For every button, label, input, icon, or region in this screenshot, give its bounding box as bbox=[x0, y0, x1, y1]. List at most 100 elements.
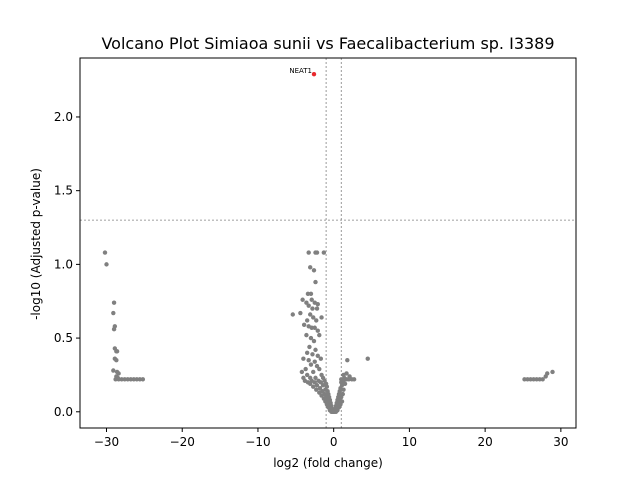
data-point bbox=[365, 356, 370, 361]
data-point bbox=[315, 353, 320, 358]
data-point bbox=[140, 377, 146, 382]
data-point bbox=[128, 377, 133, 382]
data-point bbox=[314, 318, 319, 323]
data-point bbox=[301, 356, 306, 361]
data-point bbox=[340, 391, 345, 397]
data-point bbox=[114, 349, 120, 354]
data-point bbox=[104, 262, 109, 267]
x-tick-label: 0 bbox=[330, 435, 338, 449]
data-point bbox=[314, 306, 320, 311]
data-point bbox=[300, 297, 305, 302]
data-point bbox=[308, 265, 313, 270]
data-point bbox=[308, 335, 314, 341]
data-point bbox=[311, 268, 317, 273]
data-point bbox=[137, 377, 143, 382]
data-point bbox=[125, 377, 130, 382]
y-tick-label: 2.0 bbox=[54, 110, 73, 124]
data-point bbox=[305, 291, 311, 297]
data-point bbox=[311, 338, 317, 344]
data-point bbox=[308, 291, 314, 297]
data-point bbox=[315, 301, 320, 307]
data-point bbox=[304, 372, 310, 378]
data-point bbox=[317, 366, 322, 372]
data-point bbox=[525, 377, 530, 382]
data-point bbox=[122, 377, 127, 382]
data-point bbox=[522, 377, 527, 382]
data-point bbox=[111, 310, 116, 316]
y-tick-label: 1.0 bbox=[54, 257, 73, 271]
y-axis-label: -log10 (Adjusted p-value) bbox=[29, 168, 43, 320]
data-point bbox=[310, 352, 315, 357]
data-point bbox=[351, 377, 357, 382]
data-point bbox=[314, 383, 320, 388]
data-point bbox=[312, 325, 317, 330]
data-point bbox=[344, 371, 349, 376]
data-point bbox=[304, 350, 310, 356]
x-tick-label: −30 bbox=[94, 435, 119, 449]
x-tick-label: 30 bbox=[553, 435, 568, 449]
data-point bbox=[131, 377, 136, 382]
data-point bbox=[347, 374, 352, 379]
data-point bbox=[308, 381, 313, 386]
data-point bbox=[299, 369, 305, 375]
y-tick-label: 1.5 bbox=[54, 184, 73, 198]
data-point bbox=[307, 344, 312, 350]
data-point bbox=[309, 325, 314, 330]
data-point bbox=[314, 387, 319, 392]
data-point bbox=[304, 332, 309, 338]
data-point bbox=[315, 328, 320, 333]
data-point bbox=[119, 377, 124, 382]
data-point bbox=[528, 377, 533, 382]
data-point bbox=[306, 250, 311, 255]
data-point bbox=[114, 357, 119, 363]
data-point bbox=[312, 359, 317, 364]
data-point bbox=[308, 312, 313, 317]
data-point bbox=[134, 377, 139, 382]
y-tick-label: 0.0 bbox=[54, 405, 73, 419]
data-point bbox=[534, 377, 539, 382]
data-point bbox=[531, 377, 536, 382]
data-point bbox=[313, 375, 318, 381]
x-tick-label: 10 bbox=[402, 435, 417, 449]
x-tick-label: 20 bbox=[477, 435, 492, 449]
data-point bbox=[314, 250, 320, 255]
data-point bbox=[319, 315, 324, 320]
data-point bbox=[290, 312, 295, 317]
data-point bbox=[306, 303, 311, 308]
data-point bbox=[545, 371, 550, 376]
x-axis-label: log2 (fold change) bbox=[273, 456, 383, 470]
x-tick-label: −20 bbox=[170, 435, 195, 449]
data-point bbox=[313, 347, 318, 353]
data-point bbox=[540, 377, 545, 382]
data-point bbox=[311, 369, 316, 375]
data-point bbox=[311, 315, 316, 320]
data-point bbox=[537, 377, 542, 382]
data-point bbox=[111, 368, 116, 373]
data-point bbox=[308, 362, 314, 367]
data-point bbox=[304, 318, 310, 323]
chart-title: Volcano Plot Simiaoa sunii vs Faecalibac… bbox=[101, 34, 554, 53]
data-point bbox=[550, 369, 555, 375]
data-point bbox=[310, 306, 315, 311]
plot-area: −30 −20 −10 0 10 20 30 0.0 0.5 1.0 1.5 2.0 NEAT1 bbox=[54, 58, 576, 449]
plot-frame bbox=[79, 57, 577, 429]
y-tick-label: 0.5 bbox=[54, 331, 73, 345]
data-point bbox=[303, 366, 308, 372]
x-tick-label: −10 bbox=[245, 435, 270, 449]
data-point bbox=[301, 322, 307, 328]
point-label: NEAT1 bbox=[289, 67, 312, 75]
data-point bbox=[317, 332, 322, 338]
data-point bbox=[313, 279, 318, 285]
data-point bbox=[311, 384, 316, 389]
data-point bbox=[298, 310, 303, 316]
data-point bbox=[102, 250, 108, 255]
data-point bbox=[111, 300, 117, 305]
data-point bbox=[113, 377, 118, 382]
data-point bbox=[306, 357, 311, 363]
data-point bbox=[320, 383, 326, 388]
data-point bbox=[111, 327, 117, 332]
significant-data-point bbox=[311, 72, 317, 77]
data-point bbox=[309, 297, 314, 302]
data-point bbox=[116, 377, 121, 382]
